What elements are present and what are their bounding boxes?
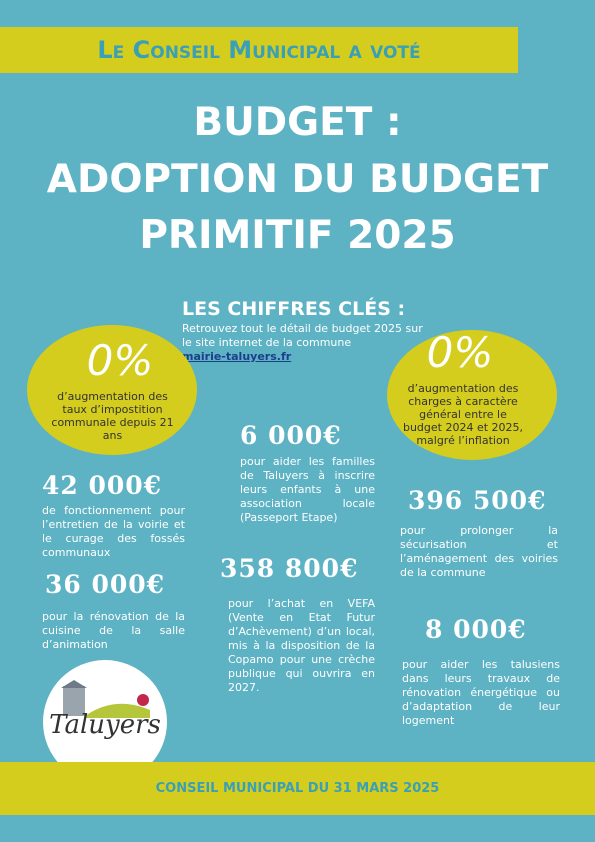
title-line: PRIMITIF 2025 [139, 213, 456, 258]
amount: 358 800€ [220, 554, 359, 583]
ellipse [387, 330, 557, 460]
description: pour prolonger la sécurisation et l’amén… [400, 524, 558, 579]
intro: Retrouvez tout le détail de budget 2025 … [182, 322, 423, 349]
amount: 42 000€ [42, 471, 163, 500]
logo-art [61, 680, 150, 718]
description: pour la rénovation de la cuisine de la s… [42, 610, 185, 651]
amount: 36 000€ [45, 570, 166, 599]
highlight-amount: 0% [426, 328, 494, 377]
highlight-text: d’augmentation des charges à caractère g… [402, 382, 524, 447]
section-heading: LES CHIFFRES CLÉS : [182, 298, 406, 320]
highlight-text: d’augmentation des taux d’impostition co… [51, 390, 174, 442]
highlight-amount: 0% [86, 336, 154, 385]
description: pour aider les familles de Taluyers à in… [240, 455, 375, 524]
title-line: BUDGET : [193, 100, 402, 145]
footer: CONSEIL MUNICIPAL DU 31 MARS 2025 [0, 762, 595, 815]
description: de fonctionnement pour l’entretien de la… [42, 504, 185, 559]
title-line: ADOPTION DU BUDGET [46, 157, 549, 202]
amount: 396 500€ [408, 486, 547, 515]
logo-text: Taluyers [49, 710, 161, 740]
link[interactable]: mairie-taluyers.fr [182, 350, 292, 363]
amount: 8 000€ [425, 615, 527, 644]
ellipse [27, 325, 197, 455]
description: pour aider les talusiens dans leurs trav… [402, 658, 560, 727]
description: pour l’achat en VEFA (Vente en Etat Futu… [228, 597, 375, 694]
banner: Le Conseil Municipal a voté [0, 27, 518, 73]
amount: 6 000€ [240, 421, 342, 450]
